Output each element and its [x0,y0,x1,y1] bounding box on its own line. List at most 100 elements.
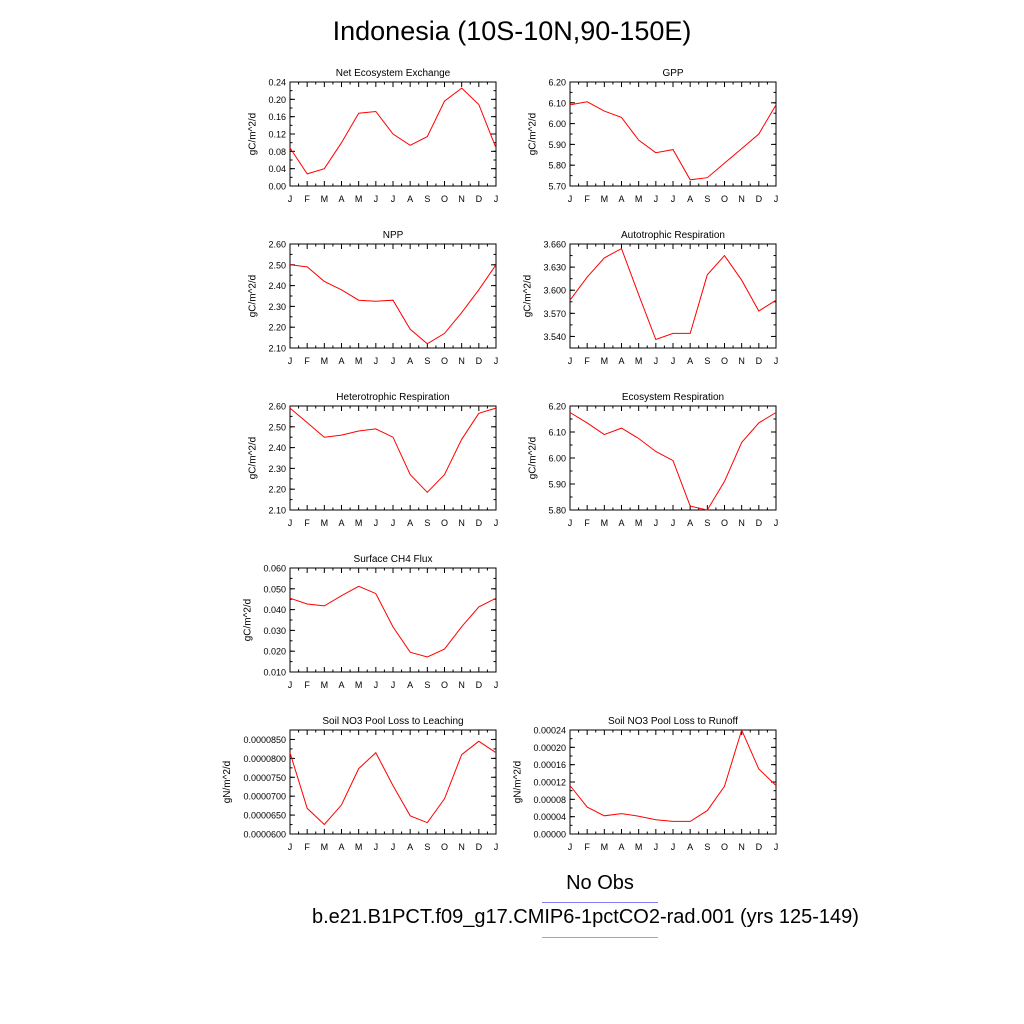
x-tick-label: A [407,518,413,528]
y-tick-label: 2.30 [268,464,286,474]
y-axis-label: gC/m^2/d [248,275,259,318]
y-tick-label: 5.90 [548,140,566,150]
y-axis-label: gN/m^2/d [512,761,523,804]
plot-frame [569,81,777,187]
x-tick-label: A [407,194,413,204]
panel-title: Heterotrophic Respiration [336,392,449,403]
legend-case-line [542,937,658,938]
panel-title: Soil NO3 Pool Loss to Runoff [608,716,738,727]
x-tick-label: O [441,842,448,852]
x-tick-label: J [494,680,499,690]
x-tick-label: S [704,194,710,204]
x-tick-label: S [704,356,710,366]
x-tick-label: A [687,194,693,204]
x-tick-label: M [635,518,643,528]
x-tick-label: S [424,518,430,528]
y-axis-label: gC/m^2/d [523,275,534,318]
x-tick-label: J [374,194,379,204]
x-tick-label: A [338,842,344,852]
y-axis-label: gC/m^2/d [243,599,254,642]
x-tick-label: J [494,518,499,528]
y-tick-label: 0.0000600 [243,830,286,840]
x-tick-label: J [391,518,396,528]
x-tick-label: J [568,194,573,204]
x-tick-label: J [774,194,779,204]
series-line [569,101,777,181]
x-tick-label: A [407,680,413,690]
x-tick-label: M [355,518,363,528]
y-tick-label: 2.20 [268,323,286,333]
y-tick-label: 5.80 [548,161,566,171]
x-tick-label: M [321,518,329,528]
x-tick-label: O [721,194,728,204]
x-tick-label: A [407,356,413,366]
y-tick-label: 0.010 [263,668,286,678]
x-tick-label: F [304,680,310,690]
x-tick-label: M [601,518,609,528]
x-tick-label: M [355,842,363,852]
x-tick-label: A [338,518,344,528]
x-tick-label: D [756,518,763,528]
series-line [289,585,497,658]
y-tick-label: 0.00020 [533,743,566,753]
x-tick-label: S [424,680,430,690]
x-tick-label: F [304,518,310,528]
series-line [289,87,497,175]
y-tick-label: 0.00004 [533,812,566,822]
y-tick-label: 0.0000700 [243,792,286,802]
x-tick-label: J [568,356,573,366]
x-tick-label: M [321,842,329,852]
x-tick-label: J [288,518,293,528]
y-tick-label: 0.060 [263,564,286,574]
x-tick-label: J [288,356,293,366]
y-tick-label: 0.050 [263,584,286,594]
x-tick-label: J [374,842,379,852]
y-tick-label: 2.30 [268,302,286,312]
series-line [569,728,777,822]
x-tick-label: M [635,356,643,366]
y-tick-label: 3.660 [543,240,566,250]
y-tick-label: 6.10 [548,428,566,438]
x-tick-label: J [391,194,396,204]
series-line [289,740,497,826]
x-tick-label: O [441,518,448,528]
x-tick-label: S [704,518,710,528]
x-tick-label: M [321,680,329,690]
y-tick-label: 0.00000 [533,830,566,840]
y-tick-label: 6.00 [548,119,566,129]
x-tick-label: M [601,356,609,366]
panel-title: Surface CH4 Flux [354,554,433,565]
y-axis-label: gC/m^2/d [248,113,259,156]
y-axis-label: gN/m^2/d [222,761,233,804]
x-tick-label: J [671,518,676,528]
x-tick-label: J [288,680,293,690]
x-tick-label: N [458,518,465,528]
panel-title: NPP [383,230,404,241]
series-line [289,264,497,345]
x-tick-label: D [756,842,763,852]
x-tick-label: M [355,356,363,366]
y-tick-label: 2.50 [268,422,286,432]
x-tick-label: M [601,842,609,852]
legend-case-label: b.e21.B1PCT.f09_g17.CMIP6-1pctCO2-rad.00… [312,906,859,928]
series-line [289,407,497,494]
y-tick-label: 2.60 [268,240,286,250]
y-tick-label: 0.00024 [533,726,566,736]
y-tick-label: 0.0000650 [243,811,286,821]
x-tick-label: J [671,842,676,852]
plot-frame [289,567,497,673]
y-tick-label: 5.90 [548,480,566,490]
y-tick-label: 2.60 [268,402,286,412]
x-tick-label: S [704,842,710,852]
x-tick-label: F [304,842,310,852]
y-axis-label: gC/m^2/d [528,113,539,156]
panel-title: GPP [662,68,683,79]
x-tick-label: N [738,842,745,852]
plot-frame [289,405,497,511]
x-tick-label: S [424,356,430,366]
